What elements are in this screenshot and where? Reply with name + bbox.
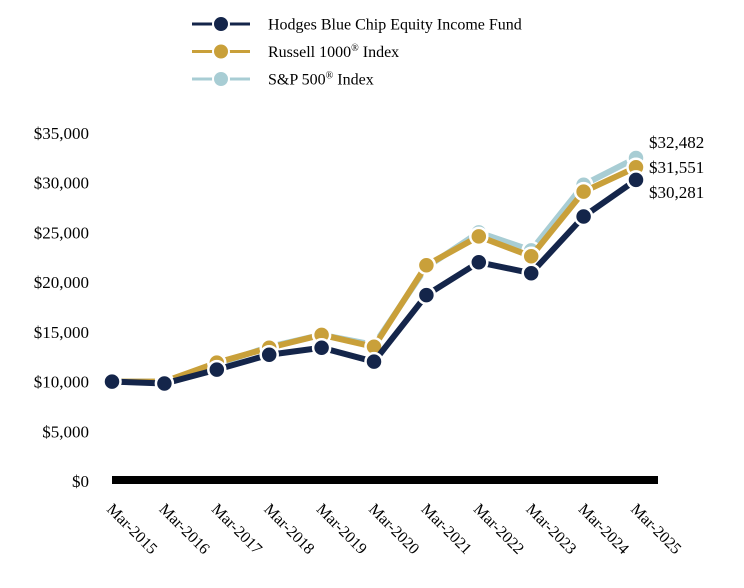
y-tick-label: $10,000 [34,373,89,392]
data-point [259,344,279,365]
data-point [311,338,332,358]
end-value-label: $30,281 [649,183,704,202]
legend-item: S&P 500® Index [192,70,374,89]
data-point [207,359,227,380]
series-lines [102,148,646,394]
data-point [521,263,541,283]
data-point [364,351,384,372]
y-tick-label: $15,000 [34,323,89,342]
legend-item: Russell 1000® Index [192,42,399,61]
y-tick-label: $30,000 [34,174,89,193]
legend-item: Hodges Blue Chip Equity Income Fund [192,15,522,34]
x-tick-label: Mar-2024 [575,501,632,558]
end-labels: $32,482 $31,551 $30,281 [649,133,704,202]
data-point [573,181,594,202]
series [102,170,646,394]
y-tick-label: $0 [72,472,89,491]
legend-label: Hodges Blue Chip Equity Income Fund [268,17,522,34]
x-tick-label: Mar-2015 [103,501,160,558]
y-tick-label: $20,000 [34,273,89,292]
x-axis: Mar-2015Mar-2016Mar-2017Mar-2018Mar-2019… [103,501,684,558]
legend-swatch-marker [212,15,230,33]
x-tick-label: Mar-2016 [156,501,213,558]
data-point [154,373,175,394]
y-tick-label: $35,000 [34,124,89,143]
data-point [626,170,646,190]
x-tick-label: Mar-2019 [313,501,370,558]
data-point [469,226,489,247]
data-point [573,206,594,227]
y-tick-label: $5,000 [42,422,89,441]
y-tick-label: $25,000 [34,223,89,242]
x-tick-label: Mar-2018 [260,501,317,558]
legend: Hodges Blue Chip Equity Income Fund Russe… [192,15,522,89]
x-tick-label: Mar-2017 [208,501,265,558]
x-tick-label: Mar-2025 [627,501,684,558]
x-axis-baseline [112,476,658,484]
end-value-label: $32,482 [649,133,704,152]
x-tick-label: Mar-2020 [365,501,422,558]
data-point [102,371,122,392]
data-point [469,252,489,273]
x-tick-label: Mar-2021 [418,501,475,558]
data-point [416,255,437,275]
data-point [521,246,541,267]
y-axis: $35,000 $30,000 $25,000 $20,000 $15,000 $10,0… [34,124,89,491]
legend-label: S&P 500® Index [268,71,374,89]
legend-label: Russell 1000® Index [268,43,399,61]
legend-swatch-marker [212,42,230,61]
end-value-label: $31,551 [649,158,704,177]
x-tick-label: Mar-2023 [522,501,579,558]
data-point [416,285,437,305]
x-tick-label: Mar-2022 [470,501,527,558]
legend-swatch-marker [212,70,230,88]
